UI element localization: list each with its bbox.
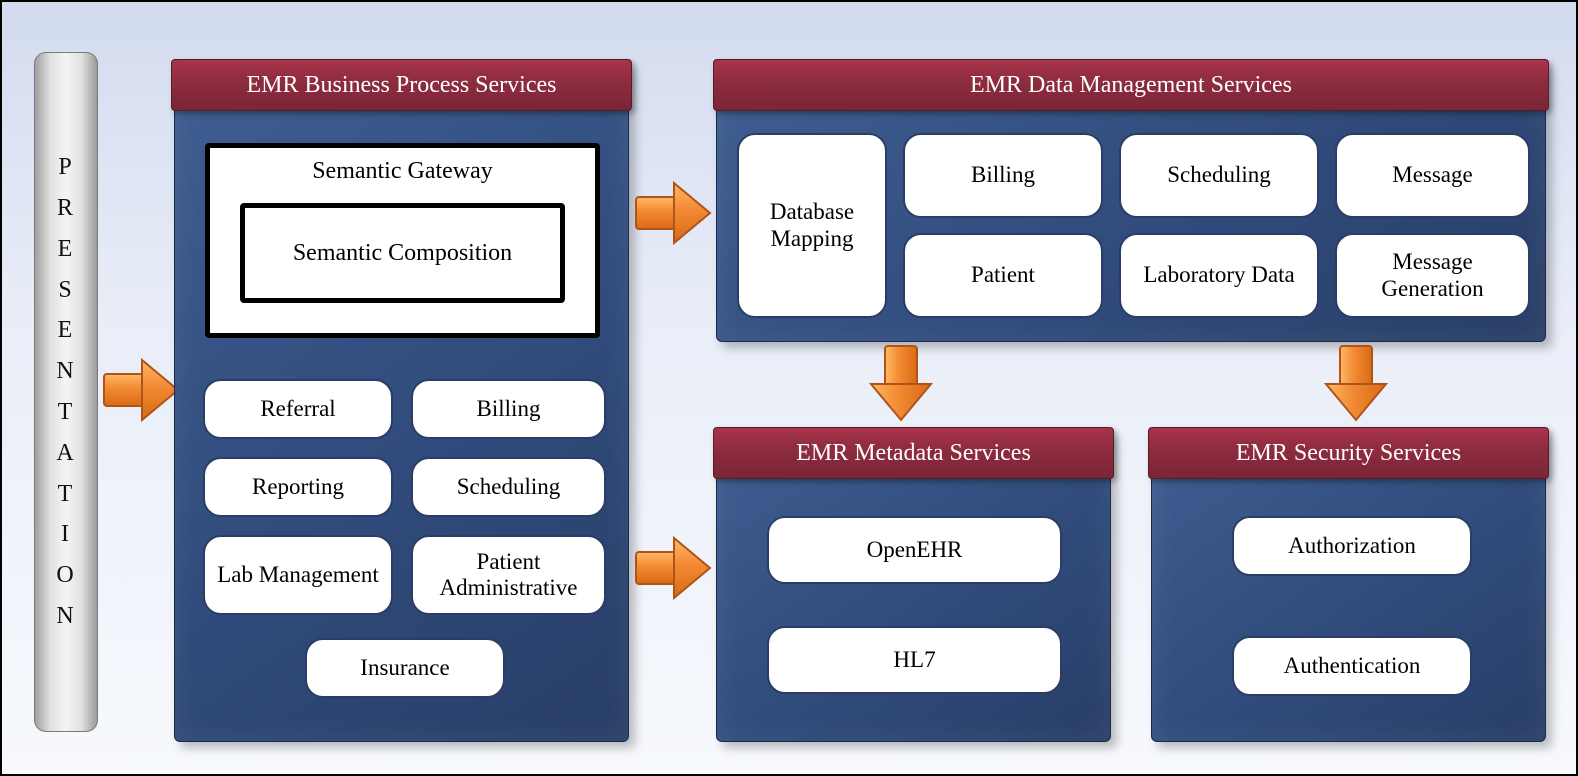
node-billing-data: Billing (903, 133, 1103, 218)
composition-label: Semantic Composition (293, 240, 512, 267)
arrow-right-icon (634, 532, 712, 604)
node-reporting: Reporting (203, 457, 393, 517)
panel-header-business: EMR Business Process Services (171, 59, 632, 111)
node-scheduling: Scheduling (411, 457, 606, 517)
gateway-label: Semantic Gateway (210, 158, 595, 185)
node-message-gen: Message Generation (1335, 233, 1530, 318)
arrow-right-icon (102, 354, 180, 426)
node-scheduling-data: Scheduling (1119, 133, 1319, 218)
node-insurance: Insurance (305, 638, 505, 698)
semantic-composition: Semantic Composition (240, 203, 565, 303)
node-lab-data: Laboratory Data (1119, 233, 1319, 318)
node-database-mapping: Database Mapping (737, 133, 887, 318)
arrow-down-icon (1320, 344, 1392, 422)
architecture-canvas: PRESENTATION EMR Business Process Servic… (0, 0, 1578, 776)
panel-title: EMR Security Services (1236, 440, 1461, 467)
node-patient-admin: Patient Administrative (411, 535, 606, 615)
arrow-right-icon (634, 177, 712, 249)
panel-business: EMR Business Process Services Semantic G… (174, 62, 629, 742)
panel-title: EMR Business Process Services (247, 72, 557, 99)
arrow-down-icon (865, 344, 937, 422)
node-hl7: HL7 (767, 626, 1062, 694)
panel-data: EMR Data Management Services Database Ma… (716, 62, 1546, 342)
node-authentication: Authentication (1232, 636, 1472, 696)
node-authorization: Authorization (1232, 516, 1472, 576)
node-message: Message (1335, 133, 1530, 218)
node-billing: Billing (411, 379, 606, 439)
semantic-gateway: Semantic Gateway Semantic Composition (205, 143, 600, 338)
panel-title: EMR Data Management Services (970, 72, 1292, 99)
panel-title: EMR Metadata Services (796, 440, 1031, 467)
panel-header-data: EMR Data Management Services (713, 59, 1549, 111)
panel-header-security: EMR Security Services (1148, 427, 1549, 479)
node-openehr: OpenEHR (767, 516, 1062, 584)
node-referral: Referral (203, 379, 393, 439)
panel-header-metadata: EMR Metadata Services (713, 427, 1114, 479)
node-lab-management: Lab Management (203, 535, 393, 615)
node-patient: Patient (903, 233, 1103, 318)
panel-security: EMR Security Services Authorization Auth… (1151, 430, 1546, 742)
presentation-pillar: PRESENTATION (34, 52, 98, 732)
panel-metadata: EMR Metadata Services OpenEHR HL7 (716, 430, 1111, 742)
